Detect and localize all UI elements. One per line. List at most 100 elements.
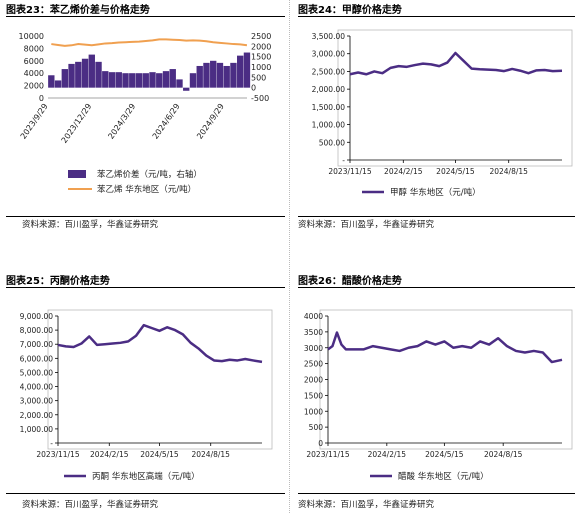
- y-tick-label: 3500: [304, 328, 323, 337]
- spread-bar: [102, 71, 109, 88]
- footer-rule: [298, 493, 575, 494]
- y-tick-label: 3000: [304, 344, 323, 353]
- price-line: [57, 323, 263, 364]
- y-tick-label: 1500: [304, 391, 323, 400]
- spread-bar: [176, 79, 183, 88]
- y-left-tick-label: 0: [39, 94, 44, 103]
- panel-title: 图表26：醋酸价格走势: [298, 276, 402, 287]
- x-tick-label: 2024/5/15: [425, 450, 464, 459]
- y-tick-label: 9,000.00: [20, 312, 54, 321]
- y-tick-label: 500.00: [319, 138, 345, 147]
- spread-bar: [223, 65, 230, 88]
- y-tick-label: 6,000.00: [20, 354, 54, 363]
- spread-bar: [230, 62, 237, 88]
- spread-bar: [95, 61, 102, 88]
- x-tick-label: 2023/11/15: [36, 450, 79, 459]
- y-tick-label: 3,500.00: [312, 32, 346, 41]
- panel-title: 图表23：苯乙烯价差与价格走势: [6, 5, 150, 16]
- spread-bar: [75, 61, 82, 88]
- source-note: 资料来源：百川盈孚，华鑫证券研究: [22, 220, 159, 230]
- footer-rule: [6, 493, 285, 494]
- spread-bar: [183, 87, 190, 91]
- x-tick-label: 2023/11/15: [306, 450, 349, 459]
- y-right-tick-label: 2000: [251, 42, 271, 51]
- spread-bar: [108, 72, 116, 88]
- panel-title: 图表25：丙酮价格走势: [6, 276, 110, 287]
- title-rule: [298, 287, 575, 288]
- y-right-tick-label: 1500: [251, 53, 271, 62]
- y-tick-label: 3,000.00: [20, 397, 54, 406]
- panel-divider: [289, 0, 290, 513]
- methanol-chart: - 500.00 1,000.00 1,500.00 2,000.00 2,500.00 3…: [312, 29, 573, 198]
- spread-bar: [54, 80, 62, 88]
- y-tick-label: 8,000.00: [20, 326, 54, 335]
- spread-bar: [210, 60, 217, 88]
- legend-label: 甲醇 华东地区（元/吨）: [390, 187, 481, 198]
- y-tick-label: 1,500.00: [312, 103, 346, 112]
- plot-frame: [47, 309, 273, 450]
- acetone-chart: - 1,000.00 2,000.00 3,000.00 4,000.00 5,000.0…: [20, 309, 273, 482]
- spread-bar: [149, 72, 156, 88]
- spread-bar: [189, 73, 197, 88]
- styrene-chart: 0200040006000800010000-50005001000150020…: [19, 32, 272, 195]
- source-note: 资料来源：百川盈孚，华鑫证券研究: [22, 500, 159, 510]
- y-left-tick-label: 8000: [24, 44, 44, 53]
- x-tick-label: 2024/2/15: [90, 450, 129, 459]
- legend-label: 苯乙烯价差（元/吨，右轴）: [97, 169, 202, 180]
- title-rule: [6, 287, 285, 288]
- y-tick-label: 2,500.00: [312, 67, 346, 76]
- x-tick-label: 2024/2/15: [368, 450, 407, 459]
- spread-bar: [48, 75, 55, 88]
- x-tick-label: 2024/5/15: [140, 450, 179, 459]
- y-tick-label: 1000: [304, 407, 323, 416]
- spread-bar: [68, 63, 75, 88]
- x-tick-label: 2024/5/15: [436, 167, 475, 176]
- legend-swatch: [68, 170, 86, 178]
- y-tick-label: 4,000.00: [20, 383, 54, 392]
- x-tick-label: 2024/2/15: [384, 167, 423, 176]
- y-left-tick-label: 10000: [19, 32, 44, 41]
- title-rule: [298, 16, 575, 17]
- y-tick-label: -: [342, 156, 345, 165]
- spread-bar: [169, 69, 176, 88]
- title-rule: [6, 16, 285, 17]
- spread-bar: [115, 72, 122, 88]
- x-tick-label: 2024/8/15: [489, 167, 528, 176]
- spread-bar: [237, 55, 244, 88]
- spread-bar: [88, 54, 95, 88]
- spread-bar: [243, 52, 251, 88]
- y-right-tick-label: 2500: [251, 32, 271, 41]
- footer-rule: [298, 216, 575, 217]
- y-tick-label: -: [50, 439, 53, 448]
- styrene-price-line: [51, 38, 248, 47]
- y-tick-label: 5,000.00: [20, 368, 54, 377]
- y-left-tick-label: 6000: [24, 57, 44, 66]
- y-tick-label: 0: [318, 439, 323, 448]
- y-tick-label: 2,000.00: [312, 85, 346, 94]
- spread-bar: [142, 73, 149, 88]
- y-tick-label: 3,000.00: [312, 50, 346, 59]
- price-line: [349, 51, 563, 76]
- y-tick-label: 2500: [304, 360, 323, 369]
- plot-frame: [319, 309, 573, 450]
- panel-title: 图表24：甲醇价格走势: [298, 5, 402, 16]
- y-left-tick-label: 2000: [24, 82, 44, 91]
- x-tick-label: 2023/11/15: [328, 167, 371, 176]
- source-note: 资料来源：百川盈孚，华鑫证券研究: [298, 220, 435, 230]
- source-note: 资料来源：百川盈孚，华鑫证券研究: [298, 500, 435, 510]
- price-line: [327, 331, 563, 364]
- y-right-tick-label: -500: [251, 94, 269, 103]
- y-tick-label: 500: [309, 423, 324, 432]
- legend-label: 醋酸 华东地区（元/吨）: [398, 471, 489, 482]
- footer-rule: [6, 216, 285, 217]
- legend-label: 丙酮 华东地区高端（元/吨）: [92, 471, 200, 482]
- spread-bar: [81, 58, 89, 88]
- y-tick-label: 7,000.00: [20, 340, 54, 349]
- y-tick-label: 1,000.00: [20, 425, 54, 434]
- spread-bar: [61, 69, 68, 88]
- y-tick-label: 4000: [304, 312, 323, 321]
- x-tick-label: 2024/8/15: [191, 450, 230, 459]
- y-right-tick-label: 1000: [251, 63, 271, 72]
- legend-label: 苯乙烯 华东地区（元/吨）: [97, 184, 196, 195]
